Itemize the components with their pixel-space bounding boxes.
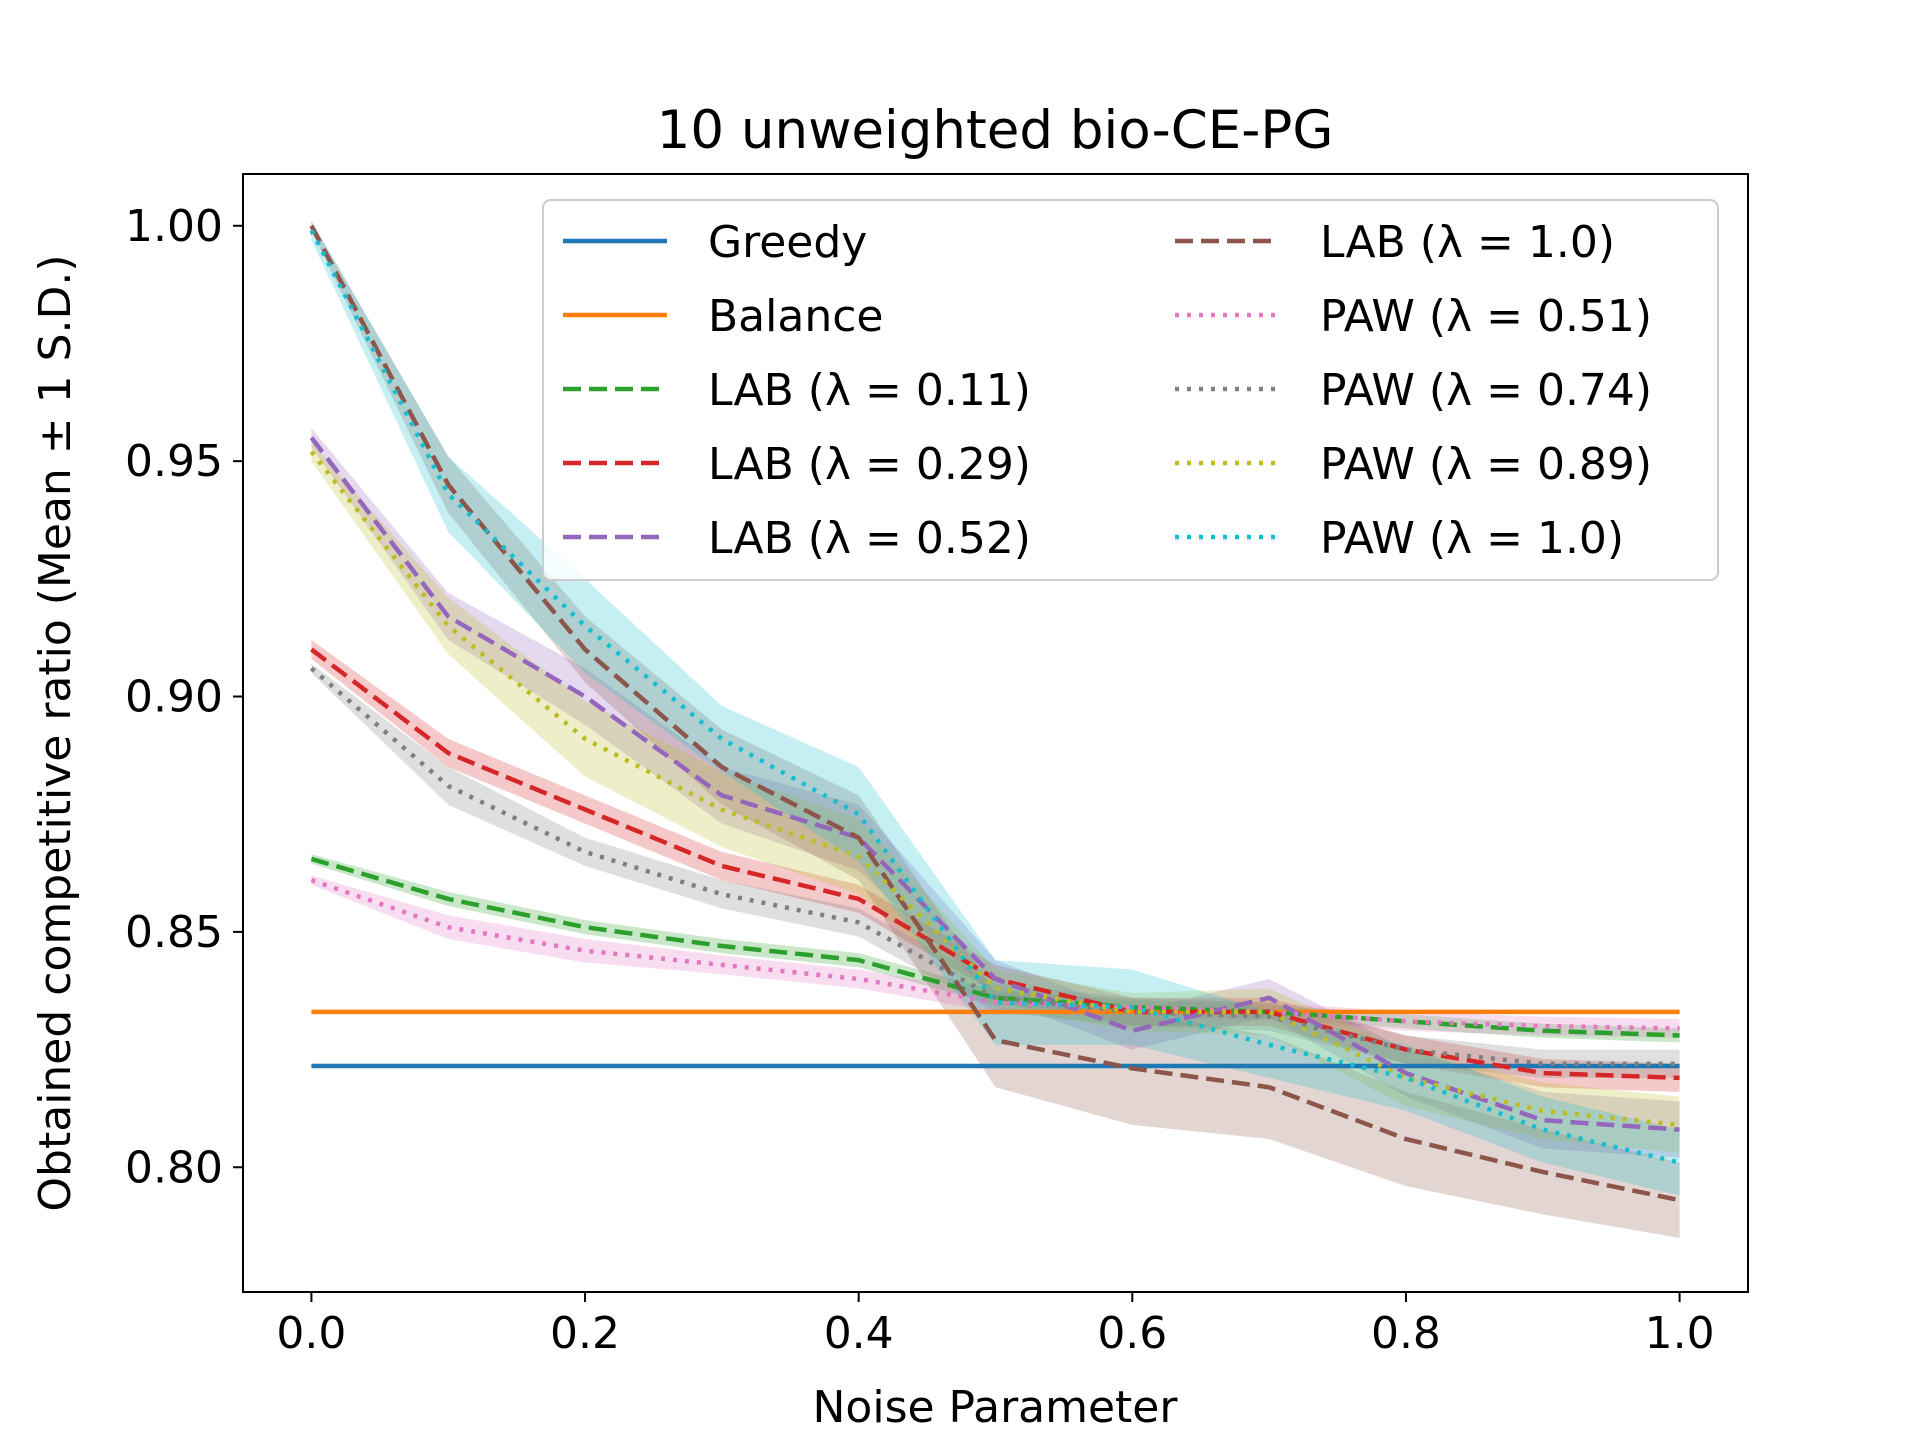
chart-title: 10 unweighted bio-CE-PG xyxy=(657,100,1334,161)
x-tick-label-0: 0.0 xyxy=(276,1308,346,1359)
series-line-4 xyxy=(309,436,1680,1132)
y-tick-label-3: 0.95 xyxy=(125,436,223,487)
x-tick-label-4: 0.8 xyxy=(1371,1308,1441,1359)
plot-frame xyxy=(242,173,1749,1293)
legend-box xyxy=(542,199,1719,581)
x-axis-title: Noise Parameter xyxy=(813,1382,1179,1433)
sd-band-2 xyxy=(311,854,1680,1043)
x-axis: 0.0 0.2 0.4 0.6 0.8 1.0 xyxy=(276,1292,1715,1359)
y-tick-label-1: 0.85 xyxy=(125,907,223,958)
x-tick-label-2: 0.4 xyxy=(824,1308,894,1359)
y-tick-label-0: 0.80 xyxy=(125,1142,223,1193)
x-tick-label-1: 0.2 xyxy=(550,1308,620,1359)
sd-band-7 xyxy=(311,663,1680,1078)
legend-label-5: LAB (λ = 1.0) xyxy=(1320,217,1615,268)
series-lines xyxy=(309,224,1681,1203)
legend-label-0: Greedy xyxy=(708,217,867,268)
series-line-9 xyxy=(309,229,1681,1165)
sd-band-6 xyxy=(311,875,1680,1038)
x-tick-label-3: 0.6 xyxy=(1097,1308,1167,1359)
y-axis: 0.80 0.85 0.90 0.95 1.00 xyxy=(125,201,243,1193)
y-axis-title: Obtained competitive ratio (Mean ± 1 S.D… xyxy=(30,254,81,1211)
sd-band-5 xyxy=(311,221,1680,1238)
legend-label-4: LAB (λ = 0.52) xyxy=(708,513,1031,564)
series-line-8 xyxy=(309,450,1680,1128)
y-tick-label-4: 1.00 xyxy=(125,201,223,252)
legend-label-6: PAW (λ = 0.51) xyxy=(1320,291,1652,342)
y-tick-label-2: 0.90 xyxy=(125,672,223,723)
x-tick-label-5: 1.0 xyxy=(1645,1308,1715,1359)
legend-label-8: PAW (λ = 0.89) xyxy=(1320,439,1652,490)
legend-label-7: PAW (λ = 0.74) xyxy=(1320,365,1652,416)
series-line-7 xyxy=(309,666,1680,1066)
legend-label-3: LAB (λ = 0.29) xyxy=(708,439,1031,490)
legend-label-9: PAW (λ = 1.0) xyxy=(1320,513,1624,564)
series-line-6 xyxy=(310,877,1680,1031)
legend-label-2: LAB (λ = 0.11) xyxy=(708,365,1031,416)
legend-label-1: Balance xyxy=(708,291,883,342)
legend: Greedy Balance LAB (λ = 0.11) LAB (λ = 0.29… xyxy=(542,199,1719,581)
